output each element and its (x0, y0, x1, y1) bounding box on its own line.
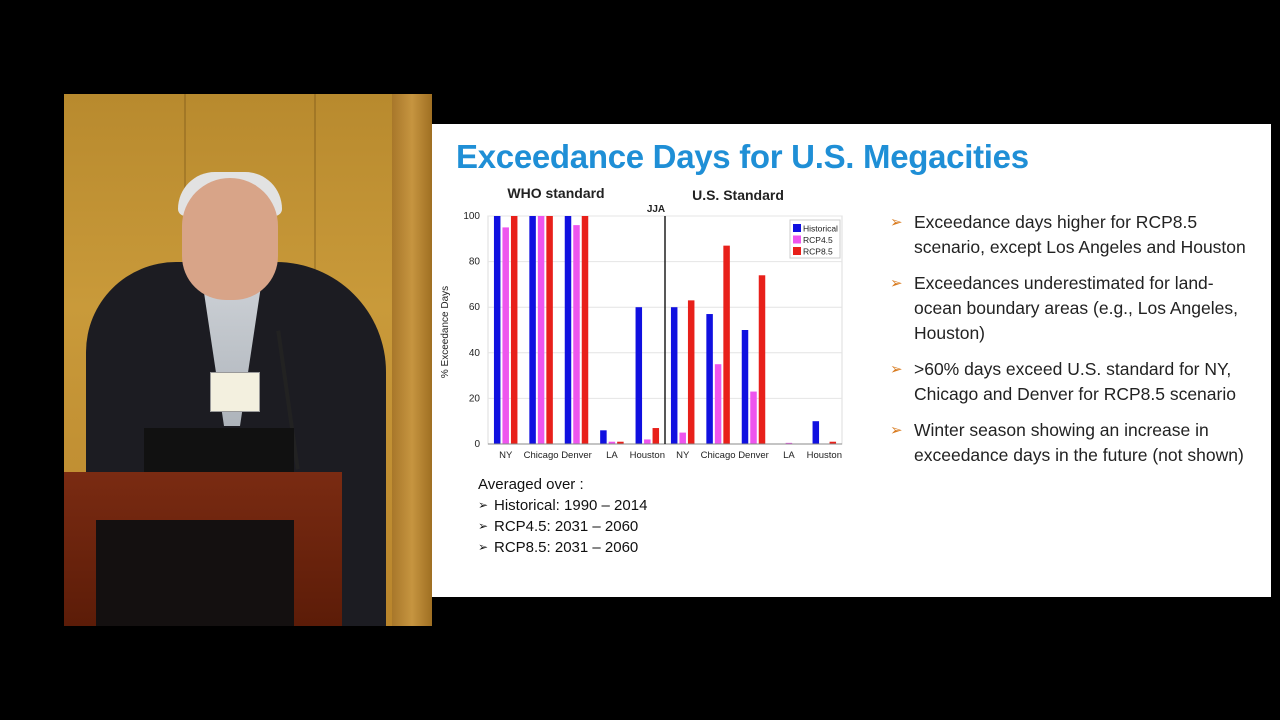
y-tick-label: 0 (474, 439, 480, 450)
x-tick-label: Houston (630, 450, 665, 461)
bar (670, 307, 678, 444)
bar (608, 441, 616, 444)
arrow-bullet-icon: ➢ (478, 540, 489, 554)
y-tick-label: 100 (463, 211, 480, 222)
bullet-item: ➢ >60% days exceed U.S. standard for NY,… (890, 357, 1250, 407)
bar (635, 307, 643, 444)
x-tick-label: NY (499, 450, 513, 461)
legend-swatch (793, 247, 801, 255)
bullet-text: Exceedances underestimated for land-ocea… (914, 273, 1238, 343)
bar (829, 441, 837, 444)
x-tick-label: Chicago (524, 450, 559, 461)
legend-swatch (793, 235, 801, 244)
bar (741, 330, 749, 444)
x-tick-label: LA (783, 450, 795, 461)
divider-label-jja: JJA (647, 204, 665, 215)
arrow-bullet-icon: ➢ (478, 519, 489, 533)
bar (750, 391, 757, 444)
bar (564, 216, 572, 444)
y-tick-label: 20 (469, 393, 481, 404)
presentation-slide: Exceedance Days for U.S. Megacities 0 20 4… (432, 124, 1271, 597)
averaged-over-item: ➢ RCP8.5: 2031 – 2060 (478, 537, 647, 558)
group-label-us: U.S. Standard (692, 187, 784, 203)
y-tick-label: 60 (469, 302, 481, 313)
bar (573, 225, 580, 444)
legend-swatch (793, 224, 801, 232)
bar (502, 227, 509, 444)
averaged-over-text: RCP4.5: 2031 – 2060 (494, 518, 639, 535)
x-tick-label: Denver (561, 450, 592, 461)
bar (679, 432, 686, 444)
x-tick-label: Denver (738, 450, 769, 461)
bar (493, 216, 501, 444)
averaged-over-text: Historical: 1990 – 2014 (494, 497, 648, 514)
bar (510, 216, 518, 444)
averaged-over-item: ➢ Historical: 1990 – 2014 (478, 495, 647, 516)
bar (529, 216, 536, 444)
y-tick-label: 40 (469, 348, 481, 359)
name-badge (210, 372, 260, 412)
bar (644, 439, 651, 444)
bullet-text: Winter season showing an increase in exc… (914, 420, 1244, 465)
x-tick-label: Chicago (701, 450, 736, 461)
bar (546, 216, 553, 444)
averaged-over-text: RCP8.5: 2031 – 2060 (494, 539, 639, 556)
averaged-over-item: ➢ RCP4.5: 2031 – 2060 (478, 516, 647, 537)
bar (785, 442, 793, 444)
curtain (392, 94, 432, 626)
x-tick-label: LA (606, 450, 618, 461)
arrow-bullet-icon: ➢ (890, 275, 903, 292)
bar (706, 314, 713, 444)
group-label-who: WHO standard (507, 185, 604, 201)
y-tick-label: 80 (469, 257, 481, 268)
averaged-over-block: Averaged over : ➢ Historical: 1990 – 201… (478, 474, 647, 558)
arrow-bullet-icon: ➢ (478, 498, 489, 512)
slide-title: Exceedance Days for U.S. Megacities (456, 138, 1029, 175)
bullet-item: ➢ Exceedance days higher for RCP8.5 scen… (890, 210, 1250, 260)
podium-panel (96, 520, 294, 626)
bullet-item: ➢ Exceedances underestimated for land-oc… (890, 271, 1250, 346)
bar (600, 430, 607, 444)
chart-bars (493, 216, 837, 444)
bar (714, 364, 722, 444)
averaged-over-heading: Averaged over : (478, 476, 584, 493)
bullet-text: Exceedance days higher for RCP8.5 scenar… (914, 212, 1246, 257)
legend-label: Historical (803, 224, 838, 234)
presenter-video (64, 94, 432, 626)
bullet-list: ➢ Exceedance days higher for RCP8.5 scen… (890, 210, 1250, 479)
bar (652, 428, 660, 444)
arrow-bullet-icon: ➢ (890, 361, 903, 378)
bullet-item: ➢ Winter season showing an increase in e… (890, 418, 1250, 468)
arrow-bullet-icon: ➢ (890, 422, 903, 439)
bar (617, 441, 624, 444)
bar (537, 216, 545, 444)
bullet-text: >60% days exceed U.S. standard for NY, C… (914, 359, 1236, 404)
x-tick-label: NY (676, 450, 690, 461)
x-tick-label: Houston (807, 450, 842, 461)
bar (687, 300, 695, 444)
laptop (144, 428, 294, 474)
y-axis-label: % Exceedance Days (440, 286, 451, 378)
arrow-bullet-icon: ➢ (890, 214, 903, 231)
legend-label: RCP4.5 (803, 235, 833, 245)
bar (812, 421, 820, 444)
presenter-head (182, 178, 278, 300)
legend-label: RCP8.5 (803, 247, 833, 257)
bar (581, 216, 589, 444)
bar (723, 245, 730, 444)
bar (758, 275, 766, 444)
